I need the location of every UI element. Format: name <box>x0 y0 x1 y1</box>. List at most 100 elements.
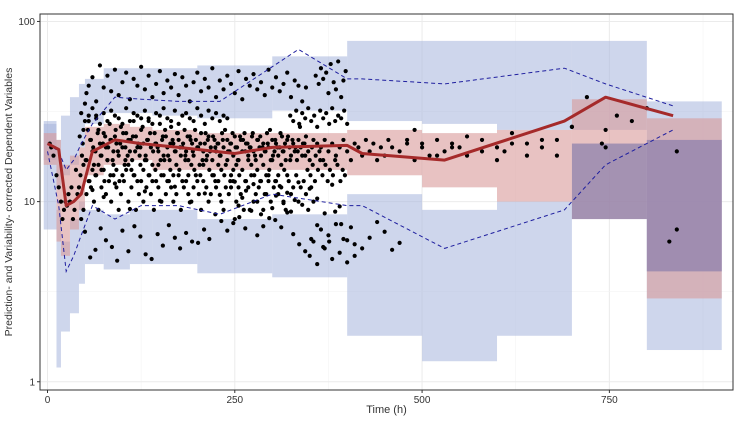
observation-point <box>267 215 272 221</box>
observation-point <box>237 134 243 139</box>
observation-point <box>202 191 207 196</box>
observation-point <box>494 145 500 150</box>
observation-point <box>250 131 255 136</box>
observation-point <box>300 153 305 158</box>
observation-point <box>554 137 560 143</box>
observation-point <box>208 192 213 197</box>
observed-percentile-line <box>47 129 674 274</box>
observation-point <box>326 233 331 238</box>
observation-point <box>309 118 314 124</box>
observation-point <box>279 162 284 167</box>
observation-point <box>109 108 114 113</box>
observation-point <box>155 232 160 237</box>
observation-point <box>233 145 238 150</box>
observation-point <box>243 178 248 184</box>
observation-point <box>172 184 177 189</box>
observation-point <box>180 75 185 80</box>
observation-point <box>86 83 91 88</box>
observation-point <box>270 157 275 163</box>
x-axis-title: Time (h) <box>366 404 407 416</box>
observation-point <box>599 141 604 146</box>
observation-point <box>187 116 192 121</box>
observation-point <box>243 188 249 193</box>
observation-point <box>193 173 198 178</box>
observation-point <box>61 207 67 212</box>
observation-point <box>336 113 341 118</box>
observation-point <box>228 81 234 87</box>
observation-point <box>159 173 164 178</box>
observation-point <box>144 185 149 190</box>
observation-point <box>234 199 239 204</box>
observation-point <box>336 59 341 64</box>
observation-point <box>112 67 118 72</box>
observation-point <box>118 141 123 146</box>
observation-point <box>54 173 59 178</box>
observation-point <box>169 124 174 129</box>
observation-point <box>303 249 308 254</box>
observation-point <box>324 110 329 116</box>
observation-point <box>321 244 326 250</box>
observation-point <box>270 153 276 158</box>
observation-point <box>375 219 380 225</box>
observation-point <box>135 83 140 88</box>
observation-point <box>348 157 354 163</box>
observation-point <box>312 178 318 184</box>
ci-percentile-band <box>197 219 273 274</box>
observation-point <box>291 185 296 190</box>
observation-point <box>210 134 216 139</box>
observation-point <box>66 192 71 197</box>
observation-point <box>97 121 103 126</box>
observation-point <box>116 153 121 158</box>
observation-point <box>198 141 203 146</box>
observation-point <box>140 124 145 129</box>
observation-point <box>449 145 455 150</box>
observation-point <box>335 162 340 167</box>
observation-point <box>231 167 236 172</box>
observation-point <box>327 167 333 172</box>
observation-point <box>90 106 95 111</box>
observation-point <box>285 137 290 143</box>
observation-point <box>297 242 302 247</box>
observation-point <box>248 145 253 150</box>
observation-point <box>296 137 301 143</box>
observation-point <box>195 178 200 184</box>
observation-point <box>81 207 86 212</box>
observation-point <box>240 167 245 172</box>
observation-point <box>375 157 380 163</box>
observation-point <box>201 227 207 232</box>
observation-point <box>175 131 180 136</box>
observation-point <box>139 178 144 184</box>
observation-point <box>261 224 266 229</box>
observation-point <box>110 157 115 163</box>
observation-point <box>191 80 196 85</box>
ci-percentile-band <box>69 97 79 165</box>
observation-point <box>306 149 311 154</box>
observation-point <box>90 167 95 172</box>
observation-point <box>157 69 162 74</box>
observation-point <box>225 137 230 143</box>
observation-point <box>124 167 129 172</box>
observation-point <box>300 141 306 146</box>
observation-point <box>382 229 387 234</box>
observation-point <box>300 99 305 104</box>
observation-point <box>151 207 156 212</box>
observation-point <box>97 141 103 146</box>
observation-point <box>105 73 110 78</box>
observation-point <box>252 153 258 158</box>
observation-point <box>131 118 136 124</box>
observation-point <box>629 118 634 124</box>
observation-point <box>177 246 183 251</box>
observation-point <box>288 153 294 158</box>
observation-point <box>326 91 331 96</box>
observation-point <box>356 145 361 150</box>
observation-point <box>246 153 251 158</box>
observation-point <box>345 238 350 243</box>
observation-point <box>300 202 305 207</box>
observation-point <box>217 118 222 124</box>
observation-point <box>213 178 218 184</box>
observation-point <box>262 192 267 197</box>
observation-point <box>419 145 425 150</box>
observation-point <box>172 235 177 240</box>
observation-point <box>222 173 227 178</box>
observation-point <box>249 173 254 178</box>
